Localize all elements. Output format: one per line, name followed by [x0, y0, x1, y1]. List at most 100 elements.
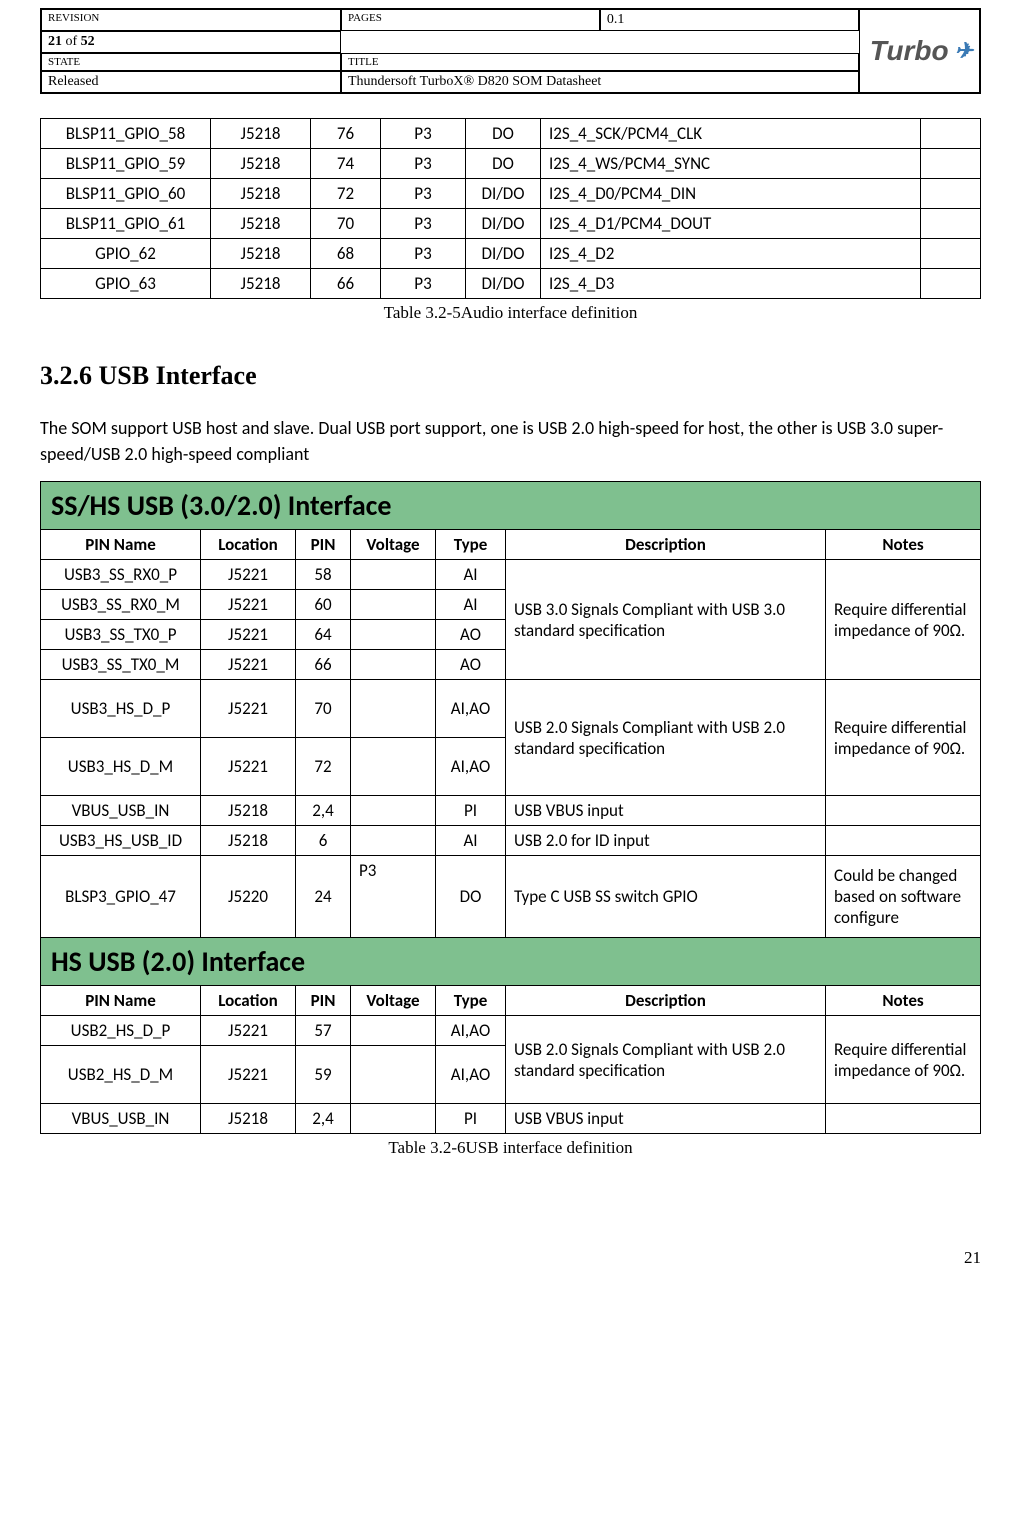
- cell: J5221: [201, 1016, 296, 1046]
- cell-notes: Could be changed based on software confi…: [826, 856, 981, 938]
- cell-notes: [921, 209, 981, 239]
- usb-banner-ss: SS/HS USB (3.0/2.0) Interface: [41, 482, 981, 530]
- cell: J5218: [211, 269, 311, 299]
- cell: 58: [296, 560, 351, 590]
- cell: [351, 1016, 436, 1046]
- cell: USB2_HS_D_P: [41, 1016, 201, 1046]
- section-body: The SOM support USB host and slave. Dual…: [40, 415, 981, 467]
- table-row: VBUS_USB_IN J5218 2,4 PI USB VBUS input: [41, 1104, 981, 1134]
- col-type: Type: [436, 530, 506, 560]
- col-location: Location: [201, 530, 296, 560]
- cell: USB3_HS_D_P: [41, 680, 201, 738]
- cell-desc: USB 2.0 for ID input: [506, 826, 826, 856]
- cell: J5220: [201, 856, 296, 938]
- cell: 68: [311, 239, 381, 269]
- cell: BLSP11_GPIO_60: [41, 179, 211, 209]
- cell-desc: USB 2.0 Signals Compliant with USB 2.0 s…: [506, 680, 826, 796]
- col-notes: Notes: [826, 986, 981, 1016]
- pages-total: 52: [81, 34, 95, 49]
- cell: DO: [466, 119, 541, 149]
- cell: 70: [296, 680, 351, 738]
- cell: [351, 1046, 436, 1104]
- logo-text: Turbo: [870, 35, 949, 67]
- revision-label: REVISION: [41, 9, 341, 31]
- cell: DI/DO: [466, 269, 541, 299]
- pages-sep: of: [62, 34, 81, 49]
- state-value: Released: [41, 71, 341, 93]
- table-row: VBUS_USB_IN J5218 2,4 PI USB VBUS input: [41, 796, 981, 826]
- cell-notes: [826, 1104, 981, 1134]
- title-label: TITLE: [341, 53, 859, 71]
- cell: VBUS_USB_IN: [41, 796, 201, 826]
- col-type: Type: [436, 986, 506, 1016]
- col-pin: PIN: [296, 986, 351, 1016]
- cell: P3: [351, 856, 436, 938]
- cell: USB3_SS_RX0_P: [41, 560, 201, 590]
- cell: 66: [296, 650, 351, 680]
- cell: 59: [296, 1046, 351, 1104]
- table-row: USB3_HS_USB_ID J5218 6 AI USB 2.0 for ID…: [41, 826, 981, 856]
- cell: J5218: [201, 1104, 296, 1134]
- cell: PI: [436, 796, 506, 826]
- cell: USB3_SS_TX0_M: [41, 650, 201, 680]
- usb-banner-hs-text: HS USB (2.0) Interface: [41, 938, 981, 986]
- table-row: GPIO_62J521868P3DI/DOI2S_4_D2: [41, 239, 981, 269]
- cell: BLSP11_GPIO_59: [41, 149, 211, 179]
- cell: [351, 590, 436, 620]
- cell: 60: [296, 590, 351, 620]
- cell: P3: [381, 269, 466, 299]
- cell-notes: Require differential impedance of 90Ω.: [826, 680, 981, 796]
- cell: [351, 560, 436, 590]
- cell-desc: I2S_4_D2: [541, 239, 921, 269]
- table-row: USB3_SS_RX0_P J5221 58 AI USB 3.0 Signal…: [41, 560, 981, 590]
- cell: GPIO_63: [41, 269, 211, 299]
- cell-desc: USB 2.0 Signals Compliant with USB 2.0 s…: [506, 1016, 826, 1104]
- col-desc: Description: [506, 530, 826, 560]
- cell: AO: [436, 620, 506, 650]
- cell: [351, 1104, 436, 1134]
- plane-icon: ✈: [955, 38, 973, 64]
- cell: VBUS_USB_IN: [41, 1104, 201, 1134]
- cell: 74: [311, 149, 381, 179]
- cell: AI: [436, 826, 506, 856]
- pages-current: 21: [48, 34, 62, 49]
- cell: BLSP11_GPIO_61: [41, 209, 211, 239]
- cell: [351, 738, 436, 796]
- cell: [351, 650, 436, 680]
- cell: 24: [296, 856, 351, 938]
- cell: BLSP11_GPIO_58: [41, 119, 211, 149]
- table-row: BLSP11_GPIO_59J521874P3DOI2S_4_WS/PCM4_S…: [41, 149, 981, 179]
- col-pinname: PIN Name: [41, 986, 201, 1016]
- cell: USB3_SS_TX0_P: [41, 620, 201, 650]
- cell: J5218: [201, 826, 296, 856]
- cell: 2,4: [296, 796, 351, 826]
- cell: 72: [296, 738, 351, 796]
- cell-desc: USB VBUS input: [506, 796, 826, 826]
- cell-desc: I2S_4_WS/PCM4_SYNC: [541, 149, 921, 179]
- cell: 64: [296, 620, 351, 650]
- cell: 76: [311, 119, 381, 149]
- page-number: 21: [40, 1248, 981, 1268]
- table-row: BLSP11_GPIO_60J521872P3DI/DOI2S_4_D0/PCM…: [41, 179, 981, 209]
- cell-notes: [921, 239, 981, 269]
- cell: AI,AO: [436, 1046, 506, 1104]
- cell: J5218: [211, 119, 311, 149]
- cell: USB3_HS_D_M: [41, 738, 201, 796]
- pages-label: PAGES: [341, 9, 600, 31]
- cell: USB2_HS_D_M: [41, 1046, 201, 1104]
- cell: DI/DO: [466, 179, 541, 209]
- cell: 2,4: [296, 1104, 351, 1134]
- cell: J5218: [211, 149, 311, 179]
- cell: PI: [436, 1104, 506, 1134]
- cell: AI,AO: [436, 1016, 506, 1046]
- table-row: BLSP11_GPIO_61J521870P3DI/DOI2S_4_D1/PCM…: [41, 209, 981, 239]
- cell: AI: [436, 560, 506, 590]
- col-voltage: Voltage: [351, 986, 436, 1016]
- cell: DO: [466, 149, 541, 179]
- cell-notes: [921, 179, 981, 209]
- cell: GPIO_62: [41, 239, 211, 269]
- cell: J5221: [201, 650, 296, 680]
- cell: P3: [381, 239, 466, 269]
- cell: J5221: [201, 560, 296, 590]
- cell: 72: [311, 179, 381, 209]
